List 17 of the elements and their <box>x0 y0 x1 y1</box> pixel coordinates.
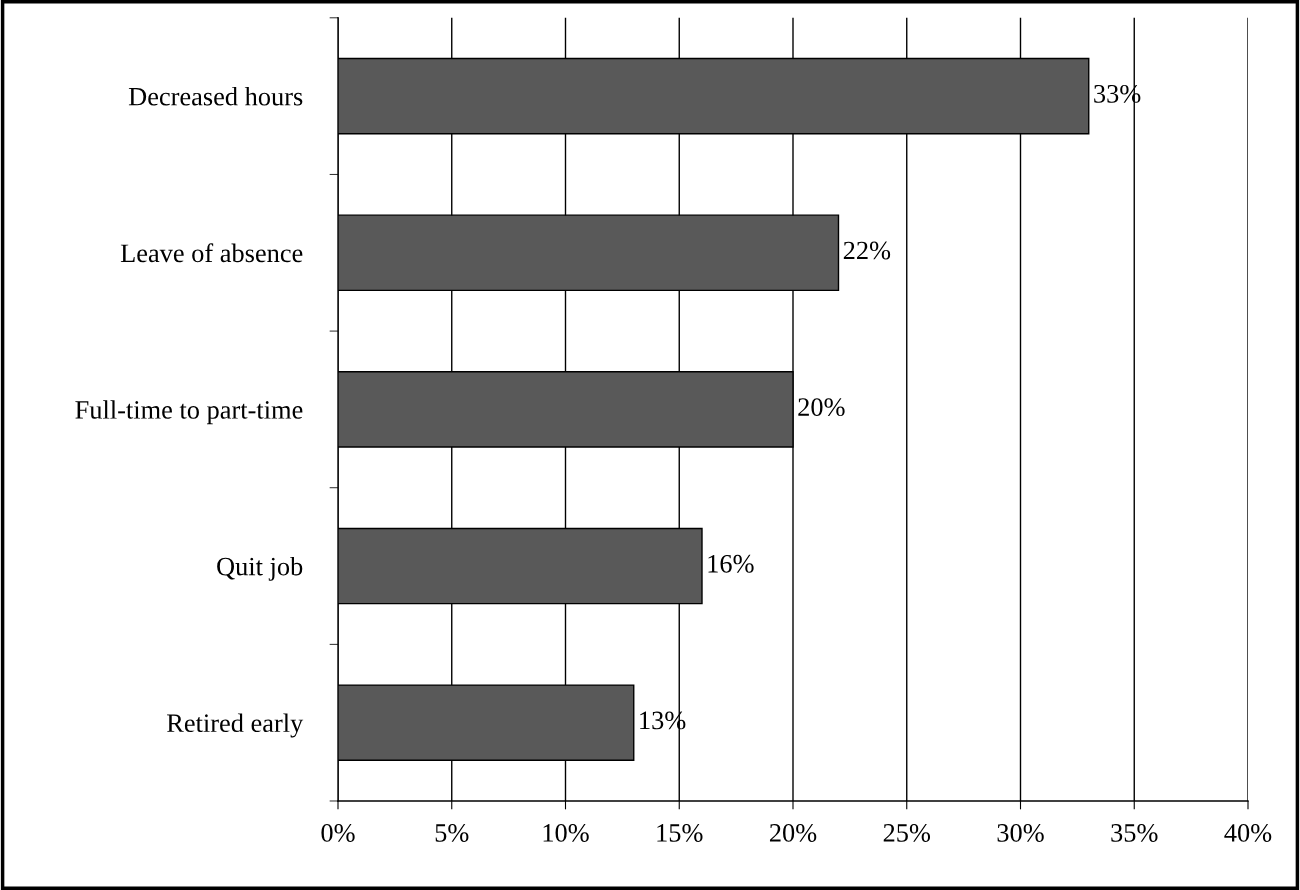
x-tick-label: 30% <box>997 823 1044 842</box>
y-tick-label: Full-time to part-time <box>75 400 303 425</box>
x-tick-label: 40% <box>1224 823 1272 842</box>
x-tick-label: 25% <box>883 823 931 842</box>
data-label: 22% <box>843 241 891 260</box>
x-tick-label: 15% <box>657 823 703 842</box>
y-tick-label: Decreased hours <box>128 86 303 106</box>
x-tick-label: 10% <box>543 823 589 842</box>
x-tick-label: 5% <box>435 823 469 842</box>
data-label: 20% <box>798 398 845 417</box>
x-tick-label: 35% <box>1111 823 1158 842</box>
x-tick-label: 0% <box>321 823 355 842</box>
y-tick-label: Leave of absence <box>120 243 303 263</box>
y-tick-label: Quit job <box>217 556 303 581</box>
y-tick-label: Retired early <box>167 713 304 738</box>
data-label: 16% <box>708 554 754 573</box>
x-tick-label: 20% <box>769 823 817 842</box>
